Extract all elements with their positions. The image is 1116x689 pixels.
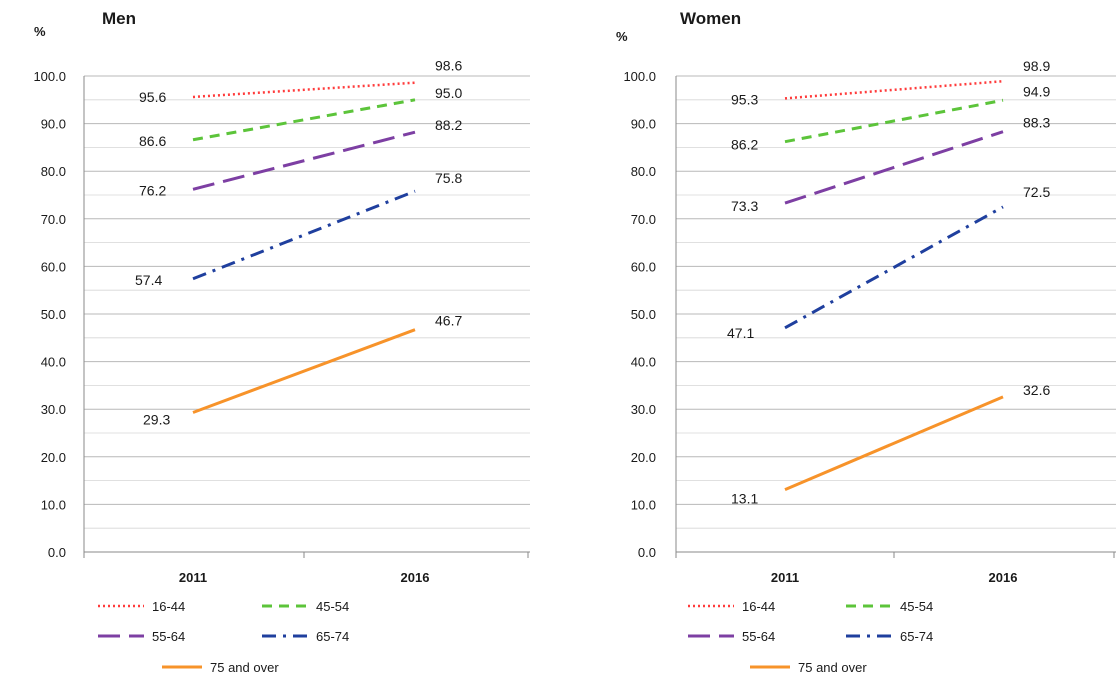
legend-label: 75 and over: [798, 660, 867, 675]
data-label: 88.3: [1023, 115, 1050, 131]
y-tick-label: 60.0: [631, 259, 656, 274]
chart-title: Women: [680, 9, 741, 28]
y-tick-label: 10.0: [41, 497, 66, 512]
series-line-75-and-over: [784, 395, 1004, 492]
legend-label: 55-64: [152, 629, 185, 644]
x-tick-label: 2011: [179, 570, 207, 585]
y-tick-label: 70.0: [631, 212, 656, 227]
data-label: 13.1: [731, 491, 758, 507]
x-tick-label: 2011: [771, 570, 799, 585]
y-tick-label: 100.0: [33, 69, 66, 84]
y-tick-label: 90.0: [631, 117, 656, 132]
y-tick-label: 40.0: [41, 355, 66, 370]
y-tick-label: 0.0: [638, 545, 656, 560]
series-line-16-44: [192, 81, 416, 99]
data-label: 32.6: [1023, 382, 1050, 398]
y-tick-label: 30.0: [631, 402, 656, 417]
data-label: 98.6: [435, 58, 462, 74]
y-tick-label: 80.0: [41, 164, 66, 179]
y-axis-unit-label: %: [616, 29, 628, 44]
data-label: 86.2: [731, 137, 758, 153]
data-label: 57.4: [135, 272, 162, 288]
y-tick-label: 20.0: [41, 450, 66, 465]
y-tick-label: 50.0: [41, 307, 66, 322]
legend-label: 65-74: [316, 629, 349, 644]
data-label: 46.7: [435, 313, 462, 329]
series-line-55-64: [192, 130, 416, 191]
legend-label: 55-64: [742, 629, 775, 644]
data-label: 95.3: [731, 91, 758, 107]
data-label: 72.5: [1023, 184, 1050, 200]
series-line-75-and-over: [192, 328, 416, 414]
y-tick-label: 90.0: [41, 117, 66, 132]
y-tick-label: 0.0: [48, 545, 66, 560]
y-tick-label: 50.0: [631, 307, 656, 322]
data-label: 94.9: [1023, 83, 1050, 99]
y-tick-label: 10.0: [631, 497, 656, 512]
legend-label: 65-74: [900, 629, 933, 644]
y-tick-label: 100.0: [623, 69, 656, 84]
legend-label: 75 and over: [210, 660, 279, 675]
x-tick-label: 2016: [401, 570, 430, 585]
series-line-45-54: [192, 98, 416, 142]
series-line-55-64: [784, 130, 1004, 205]
series-line-65-74: [192, 189, 416, 281]
x-tick-label: 2016: [989, 570, 1018, 585]
data-label: 47.1: [727, 325, 754, 341]
data-label: 95.6: [139, 89, 166, 105]
series-line-16-44: [784, 79, 1004, 100]
y-tick-label: 40.0: [631, 355, 656, 370]
data-label: 86.6: [139, 133, 166, 149]
data-label: 29.3: [143, 412, 170, 428]
chart-title: Men: [102, 9, 136, 28]
chart-panel-men: Men% 0.0 10.0 20.0 30.0 40.0 50.0 60.0 70.0 80.0 9…: [33, 9, 530, 675]
data-label: 73.3: [731, 198, 758, 214]
series-line-65-74: [784, 205, 1004, 330]
data-label: 98.9: [1023, 58, 1050, 74]
chart-panel-women: Women% 0.0 10.0 20.0 30.0 40.0 50.0 60.0 70.0 80.…: [616, 9, 1116, 675]
data-label: 75.8: [435, 170, 462, 186]
y-axis-unit-label: %: [34, 24, 46, 39]
y-tick-label: 70.0: [41, 212, 66, 227]
series-line-45-54: [784, 98, 1004, 144]
legend-label: 16-44: [742, 599, 775, 614]
y-tick-label: 80.0: [631, 164, 656, 179]
y-tick-label: 20.0: [631, 450, 656, 465]
y-tick-label: 30.0: [41, 402, 66, 417]
legend-label: 16-44: [152, 599, 185, 614]
data-label: 88.2: [435, 117, 462, 133]
y-tick-label: 60.0: [41, 259, 66, 274]
data-label: 95.0: [435, 85, 462, 101]
legend-label: 45-54: [316, 599, 349, 614]
data-label: 76.2: [139, 182, 166, 198]
legend-label: 45-54: [900, 599, 933, 614]
